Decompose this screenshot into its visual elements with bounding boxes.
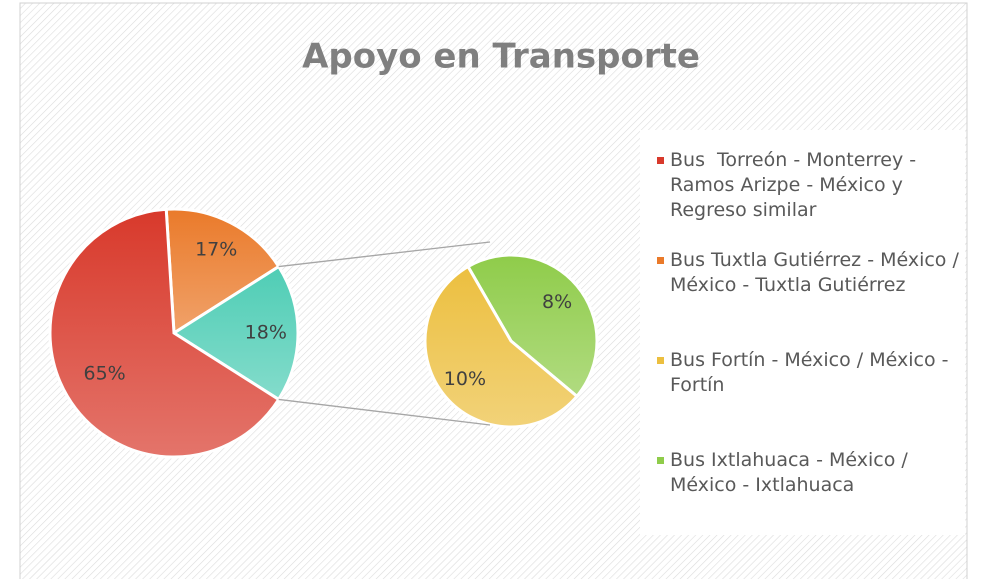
legend-item: Bus Tuxtla Gutiérrez - México / México -…: [654, 248, 970, 298]
legend: Bus Torreón - Monterrey - Ramos Arizpe -…: [640, 130, 965, 535]
data-label: 17%: [195, 239, 237, 261]
legend-label: Bus Fortín - México / México - Fortín: [670, 349, 955, 396]
data-label: 8%: [542, 291, 572, 313]
legend-swatch: [657, 257, 664, 264]
pie-slice: [164, 207, 281, 336]
pie-slice: [48, 207, 281, 459]
data-label: 18%: [245, 322, 287, 344]
pie-slice: [423, 264, 579, 429]
data-label: 65%: [84, 363, 126, 385]
legend-swatch: [657, 457, 664, 464]
data-label: 10%: [444, 368, 486, 390]
legend-swatch: [657, 357, 664, 364]
legend-item: Bus Ixtlahuaca - México / México - Ixtla…: [654, 448, 970, 498]
legend-label: Bus Ixtlahuaca - México / México - Ixtla…: [670, 449, 914, 496]
chart-title: Apoyo en Transporte: [302, 37, 700, 77]
legend-label: Bus Tuxtla Gutiérrez - México / México -…: [670, 249, 965, 296]
connector-line: [278, 241, 491, 268]
legend-item: Bus Fortín - México / México - Fortín: [654, 348, 970, 398]
legend-item: Bus Torreón - Monterrey - Ramos Arizpe -…: [654, 148, 970, 223]
legend-swatch: [657, 157, 664, 164]
legend-label: Bus Torreón - Monterrey - Ramos Arizpe -…: [670, 149, 923, 221]
pie-slice: [171, 264, 300, 402]
pie-slice: [465, 253, 599, 399]
connector-line: [278, 398, 491, 426]
